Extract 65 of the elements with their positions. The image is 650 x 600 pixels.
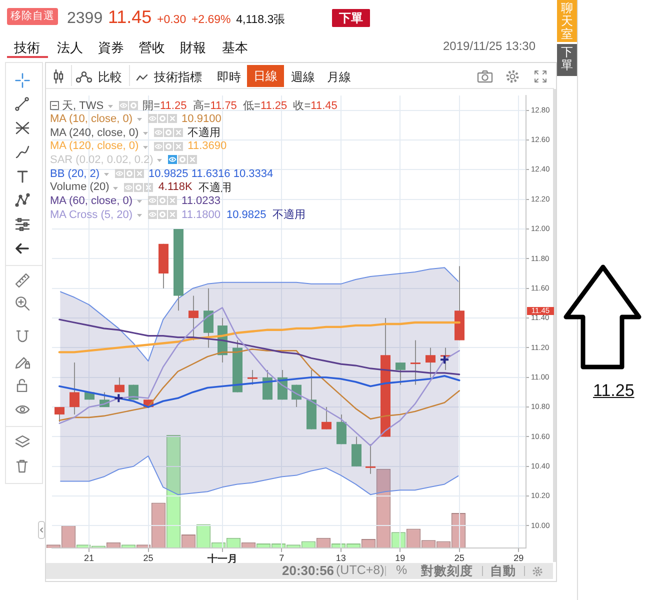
text: 對數刻度: [421, 563, 473, 580]
text: MA Cross (5, 20): [50, 208, 133, 221]
candlestick: [188, 295, 198, 341]
x-tick-label: 25: [143, 552, 154, 563]
text: 營收: [139, 39, 165, 57]
annotation: SAR (0.02, 0.02, 0.2): [50, 154, 154, 166]
text: 資券: [98, 39, 124, 57]
candlestick: [426, 347, 436, 378]
x-tick-label: 29: [514, 552, 524, 563]
text: 自動: [490, 563, 516, 580]
text: 比較: [98, 69, 122, 86]
text: 下單: [557, 44, 577, 76]
text: 即時: [217, 69, 241, 86]
candlestick: [410, 340, 420, 386]
candlestick: [322, 406, 332, 430]
candlestick: [204, 288, 214, 348]
annotation: 11.3690: [188, 140, 227, 152]
x-tick-label: 7: [279, 552, 284, 563]
annotation: 4.118K: [158, 181, 192, 194]
text: 財報: [180, 39, 206, 57]
text: 移除自選: [7, 8, 58, 25]
candlestick: [352, 436, 362, 467]
text: 20:30:56: [282, 563, 334, 578]
candlestick: [366, 444, 376, 474]
candlestick: [70, 362, 80, 415]
text: 週線: [291, 69, 315, 86]
text: Volume (20): [50, 181, 110, 194]
text: 月線: [327, 69, 351, 86]
text: 日線: [247, 65, 284, 87]
x-tick-label: 21: [84, 552, 94, 563]
text: 基本: [222, 39, 248, 57]
x-tick-label: 十一月: [206, 552, 238, 565]
x-tick-label: 25: [454, 552, 464, 563]
annotation: 天, TWS: [62, 98, 104, 113]
candlestick: [262, 369, 272, 400]
candlestick: [54, 406, 64, 422]
text: MA (120, close, 0): [50, 140, 139, 152]
candlestick: [396, 362, 406, 386]
annotation: 10.9825 11.6316 10.3334: [148, 168, 274, 180]
text: BB (20, 2): [50, 168, 100, 180]
text: 技術: [14, 39, 40, 57]
x-tick-label: 13: [336, 552, 346, 563]
annotation: 11.1800: [182, 208, 220, 221]
text: 法人: [57, 39, 83, 57]
annotation: 11.0233: [182, 194, 220, 207]
candlestick: [336, 414, 346, 445]
chart-title: 2399 11.45 +0.30 +2.69% 4,118.3張: [67, 7, 286, 27]
annotation: 10.9825: [226, 208, 266, 221]
text: MA (60, close, 0): [50, 194, 133, 207]
candlestick: [114, 376, 124, 393]
text: 2019/11/25 13:30: [443, 39, 536, 53]
annotation: 不適用: [272, 208, 306, 222]
annotation: 開=11.25 高=11.75 低=11.25 收=11.45: [142, 100, 338, 112]
text: 下單: [332, 9, 370, 27]
candlestick: [248, 369, 258, 386]
annotation: 不適用: [188, 126, 221, 140]
x-tick-label: 19: [395, 552, 406, 563]
annotation: MA (240, close, 0): [50, 126, 139, 139]
text: 技術指標: [154, 69, 202, 86]
text: MA (10, close, 0): [50, 112, 133, 125]
text: %: [396, 563, 408, 577]
text: 聊天室: [557, 0, 577, 42]
text: (UTC+8): [336, 563, 384, 577]
annotation: 10.9100: [182, 112, 222, 125]
text: 11.25: [593, 381, 634, 401]
